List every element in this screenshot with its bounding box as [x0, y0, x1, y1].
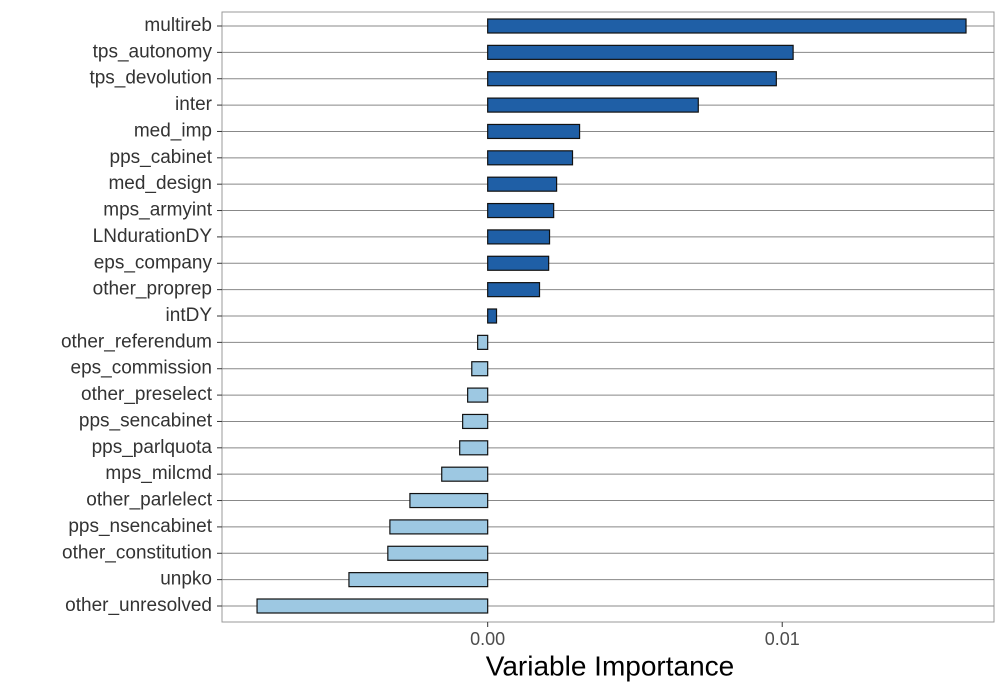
panel-border	[221, 11, 995, 623]
y-tick-label: pps_parlquota	[92, 437, 213, 458]
bar	[389, 519, 489, 535]
y-tick-label: tps_devolution	[89, 68, 212, 89]
y-tick-label: unpko	[160, 569, 212, 590]
bar	[459, 440, 489, 456]
x-axis-label: Variable Importance	[486, 650, 735, 681]
x-tick-label: 0.01	[765, 629, 800, 649]
bar	[409, 492, 489, 509]
bar	[487, 44, 794, 60]
bar	[487, 18, 967, 34]
bar	[487, 97, 699, 113]
bar	[487, 308, 498, 324]
y-tick-label: med_design	[108, 173, 212, 194]
y-tick-label: other_referendum	[61, 331, 212, 352]
y-tick-label: pps_sencabinet	[79, 410, 213, 431]
y-tick-label: eps_commission	[71, 358, 213, 379]
bar	[467, 387, 489, 403]
bar	[441, 466, 489, 482]
bar	[387, 545, 489, 561]
bar	[487, 123, 581, 140]
bar	[487, 229, 551, 245]
bar	[487, 202, 555, 219]
bar	[487, 282, 541, 298]
bar	[487, 71, 777, 87]
bar	[487, 150, 574, 166]
bar	[471, 361, 489, 377]
y-tick-label: LNdurationDY	[93, 226, 213, 247]
bar	[477, 334, 489, 350]
y-tick-label: mps_armyint	[103, 200, 212, 221]
bar	[256, 598, 489, 614]
y-tick-label: other_preselect	[81, 384, 213, 405]
y-tick-label: other_proprep	[93, 279, 212, 300]
bar	[487, 255, 550, 271]
y-tick-label: inter	[175, 94, 213, 115]
y-tick-label: med_imp	[134, 120, 212, 141]
y-tick-label: other_unresolved	[65, 595, 212, 616]
y-tick-label: other_parlelect	[86, 490, 212, 511]
y-tick-label: other_constitution	[62, 542, 212, 563]
y-tick-label: intDY	[166, 305, 213, 326]
y-tick-label: multireb	[144, 15, 212, 36]
y-tick-label: pps_cabinet	[110, 147, 213, 168]
bar	[487, 176, 558, 192]
bar	[462, 413, 489, 430]
y-tick-label: eps_company	[94, 252, 213, 273]
x-tick-label: 0.00	[470, 629, 505, 649]
y-tick-label: mps_milcmd	[105, 463, 212, 484]
bar	[348, 572, 489, 588]
y-tick-label: pps_nsencabinet	[68, 516, 212, 537]
y-tick-label: tps_autonomy	[93, 41, 213, 62]
